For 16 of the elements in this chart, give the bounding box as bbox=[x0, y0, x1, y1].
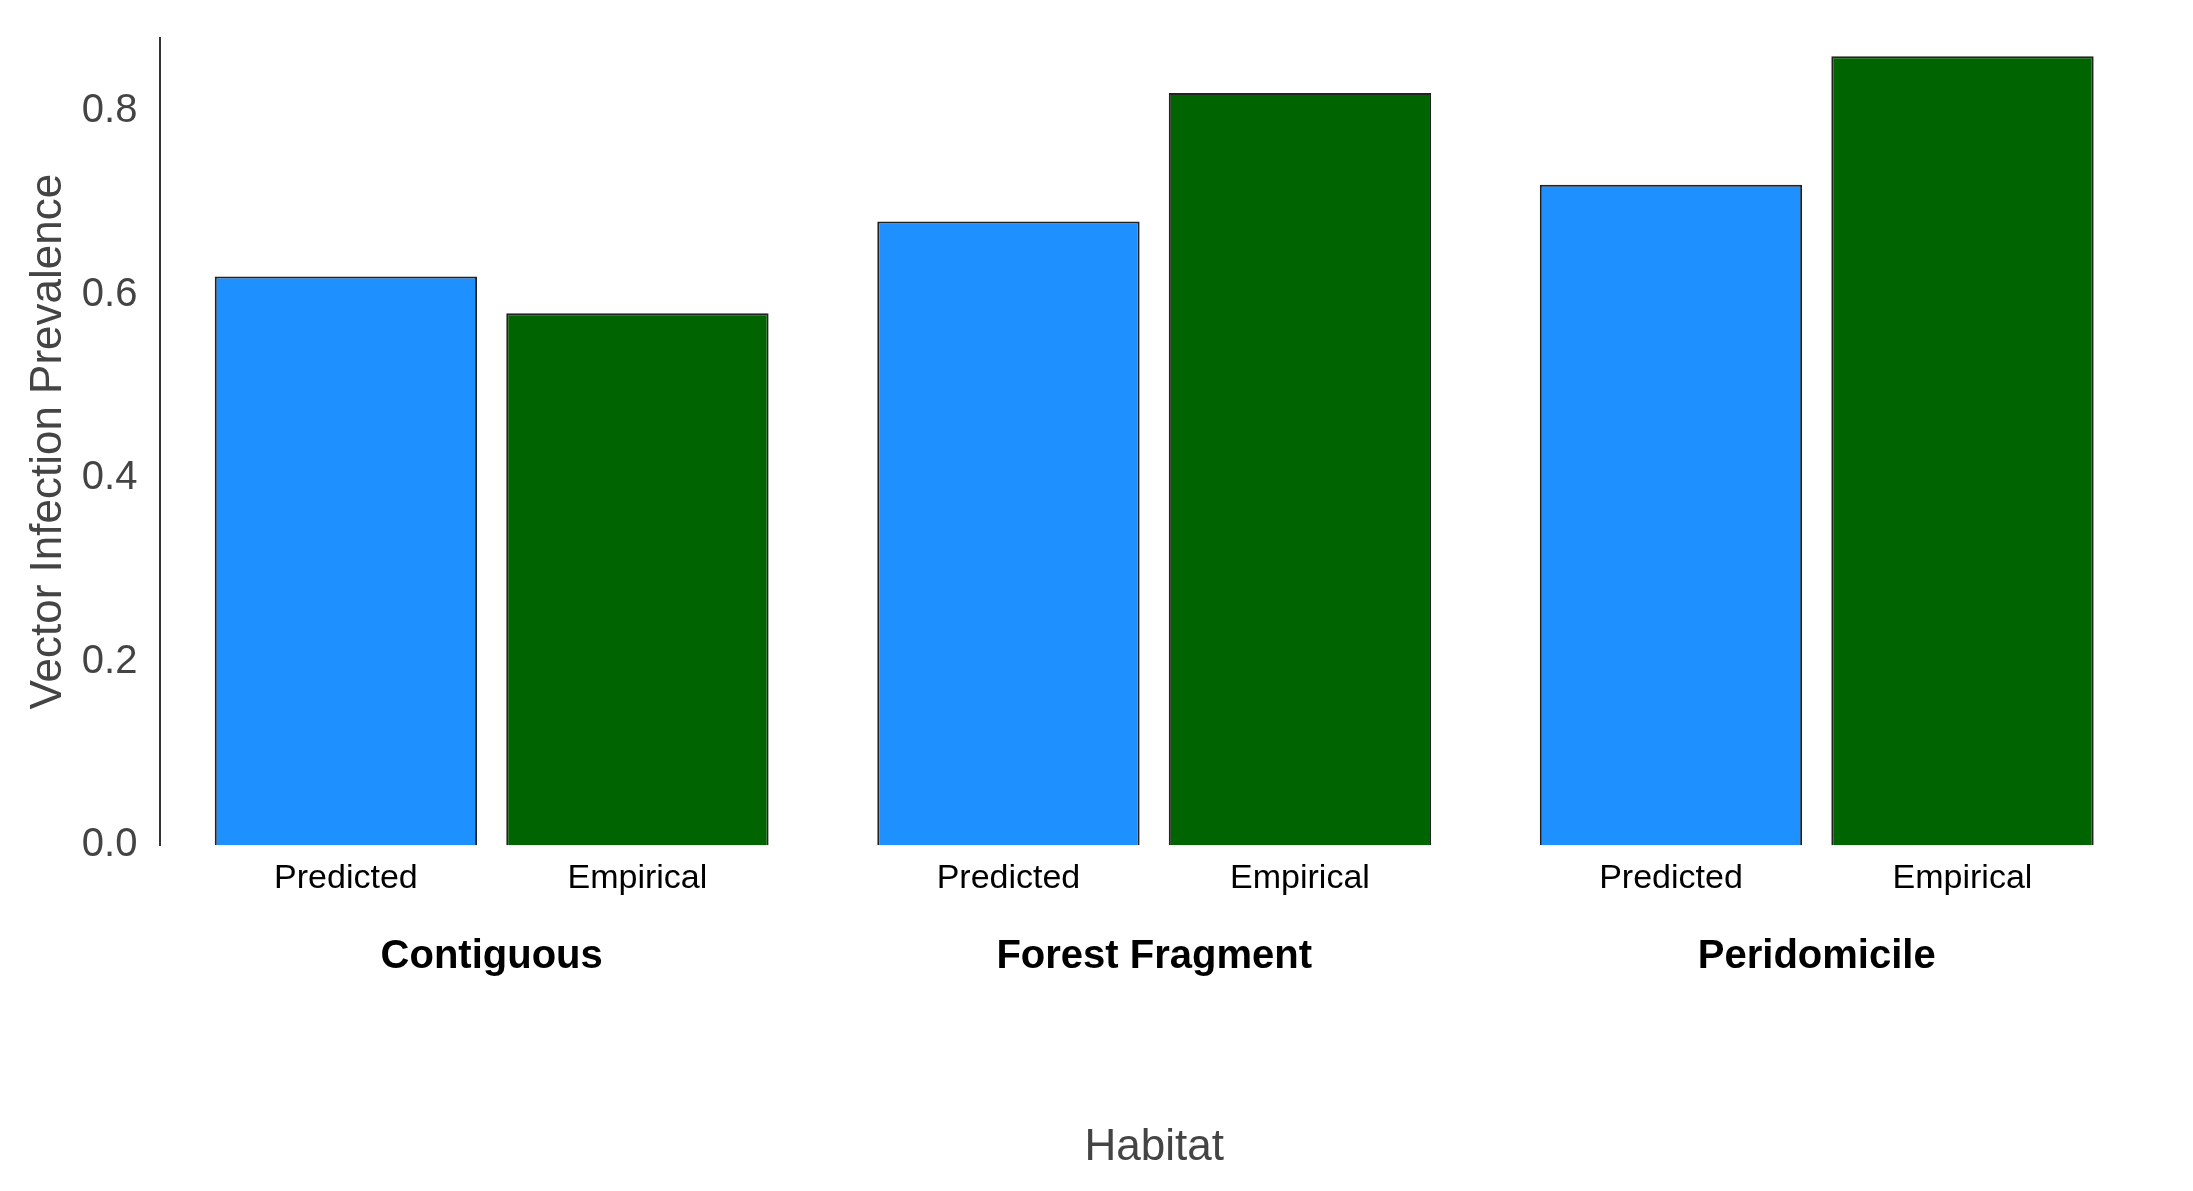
y-tick-label: 0.8 bbox=[81, 86, 138, 131]
y-axis-title: Vector Infection Prevalence bbox=[20, 173, 70, 710]
series-label: Predicted bbox=[274, 856, 418, 895]
y-tick-label: 0.0 bbox=[81, 820, 138, 865]
x-tick-label: Contiguous bbox=[380, 932, 603, 977]
x-tick-label: Peridomicile bbox=[1697, 932, 1936, 977]
y-tick-label: 0.2 bbox=[81, 636, 138, 681]
y-tick-label: 0.4 bbox=[81, 453, 138, 498]
y-tick-label: 0.6 bbox=[81, 269, 138, 314]
text: Predicted bbox=[936, 856, 1081, 895]
series-label: Empirical bbox=[567, 856, 708, 895]
text: Empirical bbox=[1892, 856, 2033, 895]
x-axis-title: Habitat bbox=[1084, 1119, 1224, 1169]
text: Empirical bbox=[1230, 856, 1370, 895]
x-tick-label: Forest Fragment bbox=[996, 932, 1313, 977]
text: Predicted bbox=[1599, 856, 1743, 895]
